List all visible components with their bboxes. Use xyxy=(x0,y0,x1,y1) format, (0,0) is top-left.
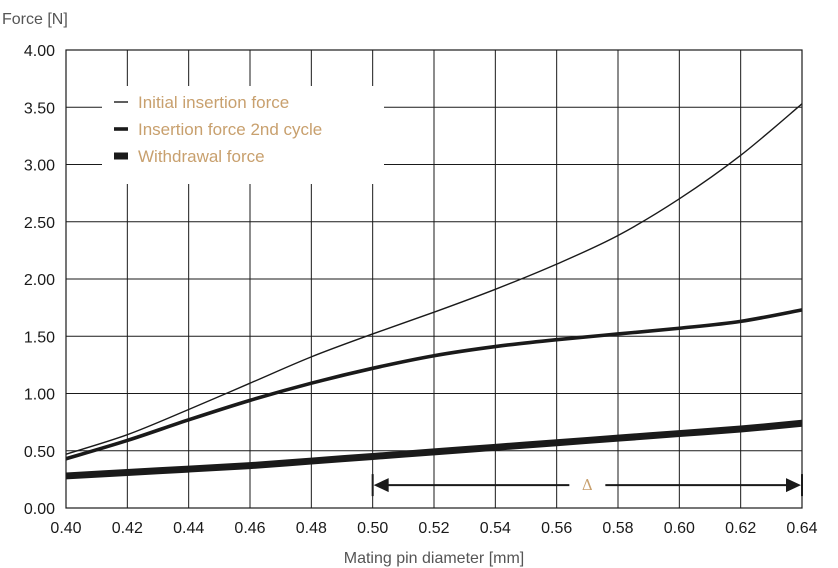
delta-arrowhead-right xyxy=(786,478,801,493)
legend-label: Insertion force 2nd cycle xyxy=(138,120,322,139)
x-tick-label: 0.64 xyxy=(786,520,817,537)
delta-annotation: Δ xyxy=(371,474,803,497)
y-tick-label: 1.00 xyxy=(24,387,55,404)
x-tick-label: 0.44 xyxy=(173,520,204,537)
y-tick-label: 0.50 xyxy=(24,444,55,461)
x-tick-label: 0.46 xyxy=(234,520,265,537)
delta-label: Δ xyxy=(582,476,593,494)
legend-background xyxy=(102,86,384,184)
x-tick-label: 0.56 xyxy=(541,520,572,537)
y-tick-label: 2.00 xyxy=(24,272,55,289)
y-tick-label: 3.50 xyxy=(24,100,55,117)
withdrawal-line xyxy=(65,419,803,480)
legend: Initial insertion force Insertion force 2… xyxy=(102,86,384,184)
tick-labels: 0.40 0.42 0.44 0.46 0.48 0.50 0.52 0.54 0.56 0.58… xyxy=(24,43,818,537)
x-axis-title: Mating pin diameter [mm] xyxy=(344,550,525,567)
legend-label: Withdrawal force xyxy=(138,147,265,166)
delta-arrowhead-left xyxy=(373,478,389,493)
legend-label: Initial insertion force xyxy=(138,93,289,112)
y-tick-label: 2.50 xyxy=(24,215,55,232)
series-lines xyxy=(65,103,803,480)
y-tick-label: 3.00 xyxy=(24,158,55,175)
y-tick-label: 1.50 xyxy=(24,329,55,346)
y-axis-title: Force [N] xyxy=(2,11,68,28)
x-tick-label: 0.58 xyxy=(602,520,633,537)
x-tick-label: 0.50 xyxy=(357,520,388,537)
x-tick-label: 0.40 xyxy=(50,520,81,537)
y-tick-label: 4.00 xyxy=(24,43,55,60)
x-tick-label: 0.54 xyxy=(480,520,511,537)
initial-insertion-line xyxy=(65,103,803,455)
x-tick-label: 0.48 xyxy=(296,520,327,537)
x-tick-label: 0.60 xyxy=(664,520,695,537)
y-tick-label: 0.00 xyxy=(24,501,55,518)
x-tick-label: 0.42 xyxy=(112,520,143,537)
x-tick-label: 0.52 xyxy=(418,520,449,537)
x-tick-label: 0.62 xyxy=(725,520,756,537)
insertion-2nd-cycle-line xyxy=(65,308,803,461)
